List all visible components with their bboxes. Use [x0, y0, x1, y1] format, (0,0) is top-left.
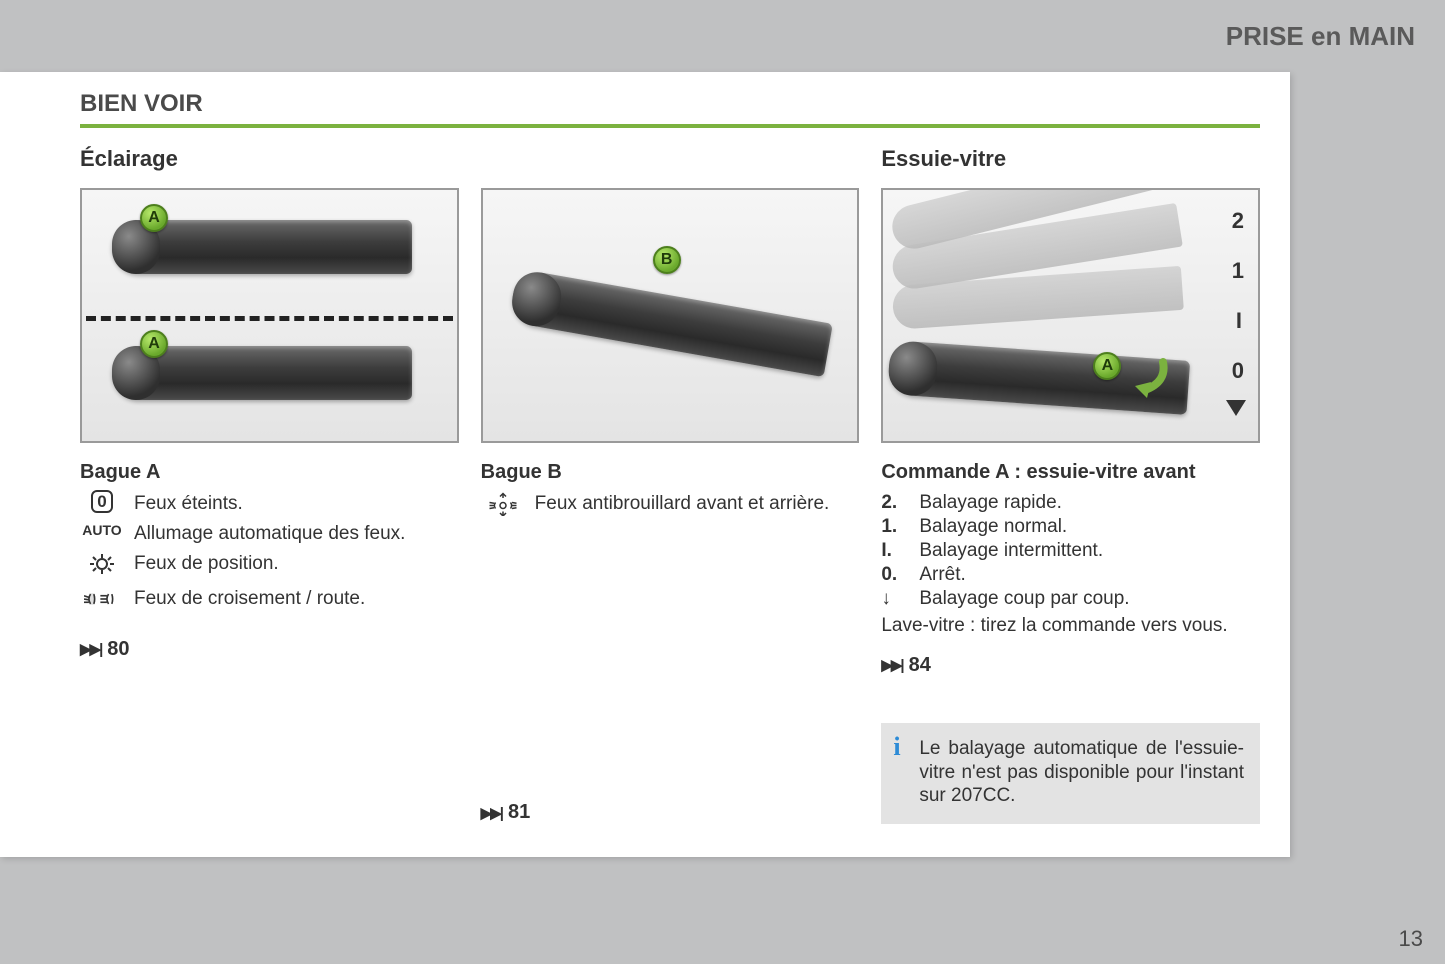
item-position: Feux de position. — [80, 552, 459, 581]
fog-lights-icon — [481, 492, 525, 521]
heading-eclairage: Éclairage — [80, 146, 459, 172]
curved-arrow-icon — [1129, 358, 1169, 398]
section-rule — [80, 124, 1260, 128]
fig-label-0: 0 — [1232, 358, 1244, 384]
low-beam-icon — [80, 587, 124, 616]
pageref-icon: ▶▶| — [881, 656, 902, 674]
item-auto: AUTO Allumage automatique des feux. — [80, 522, 459, 546]
list-item: I.Balayage intermittent. — [881, 540, 1260, 562]
info-text: Le balayage automatique de l'essuie-vitr… — [919, 737, 1244, 808]
list-item: ↓Balayage coup par coup. — [881, 588, 1260, 610]
pageref-icon: ▶▶| — [80, 640, 101, 658]
info-box: i Le balayage automatique de l'essuie-vi… — [881, 723, 1260, 824]
position-lights-icon — [80, 552, 124, 581]
columns: Éclairage A A Bague A 0 Feux éteints. AU… — [80, 146, 1260, 824]
chapter-header: PRISE en MAIN — [0, 18, 1445, 54]
pageref-80: ▶▶| 80 — [80, 638, 459, 661]
fig-label-1: 1 — [1232, 258, 1244, 284]
zero-icon: 0 — [80, 492, 124, 512]
pageref-icon: ▶▶| — [481, 804, 502, 822]
badge-a-icon: A — [140, 204, 168, 232]
column-bague-b: B Bague B Feux antibrouillard — [481, 146, 860, 824]
list-item: 2.Balayage rapide. — [881, 492, 1260, 514]
item-croisement: Feux de croisement / route. — [80, 587, 459, 616]
fig-label-i: I — [1236, 308, 1242, 334]
item-feux-eteints: 0 Feux éteints. — [80, 492, 459, 516]
list-item: 1.Balayage normal. — [881, 516, 1260, 538]
page-number: 13 — [1399, 926, 1423, 952]
dashed-separator — [86, 316, 453, 321]
column-essuie-vitre: Essuie-vitre A 2 1 I 0 Commande A : essu… — [881, 146, 1260, 824]
pageref-81: ▶▶| 81 — [481, 691, 860, 824]
list-item: 0.Arrêt. — [881, 564, 1260, 586]
section-title: BIEN VOIR — [80, 90, 1260, 118]
heading-empty — [481, 146, 860, 172]
badge-b-icon: B — [653, 246, 681, 274]
chapter-title: PRISE en MAIN — [1226, 21, 1415, 52]
auto-icon: AUTO — [80, 522, 124, 538]
pageref-84: ▶▶| 84 — [881, 654, 1260, 677]
lave-vitre-text: Lave-vitre : tirez la commande vers vous… — [881, 614, 1260, 638]
wiper-positions-list: 2.Balayage rapide. 1.Balayage normal. I.… — [881, 492, 1260, 612]
info-icon: i — [893, 731, 900, 764]
down-arrow-icon — [1226, 400, 1246, 416]
heading-essuie-vitre: Essuie-vitre — [881, 146, 1260, 172]
column-eclairage: Éclairage A A Bague A 0 Feux éteints. AU… — [80, 146, 459, 824]
page-body: BIEN VOIR Éclairage A A Bague A 0 Feux é… — [0, 72, 1290, 857]
badge-a2-icon: A — [140, 330, 168, 358]
subtitle-bague-b: Bague B — [481, 461, 860, 484]
figure-bague-a: A A — [80, 188, 459, 443]
subtitle-commande-a: Commande A : essuie-vitre avant — [881, 461, 1260, 484]
figure-wiper-stalk: A 2 1 I 0 — [881, 188, 1260, 443]
fig-label-2: 2 — [1232, 208, 1244, 234]
figure-bague-b: B — [481, 188, 860, 443]
item-fog: Feux antibrouillard avant et arrière. — [481, 492, 860, 521]
subtitle-bague-a: Bague A — [80, 461, 459, 484]
